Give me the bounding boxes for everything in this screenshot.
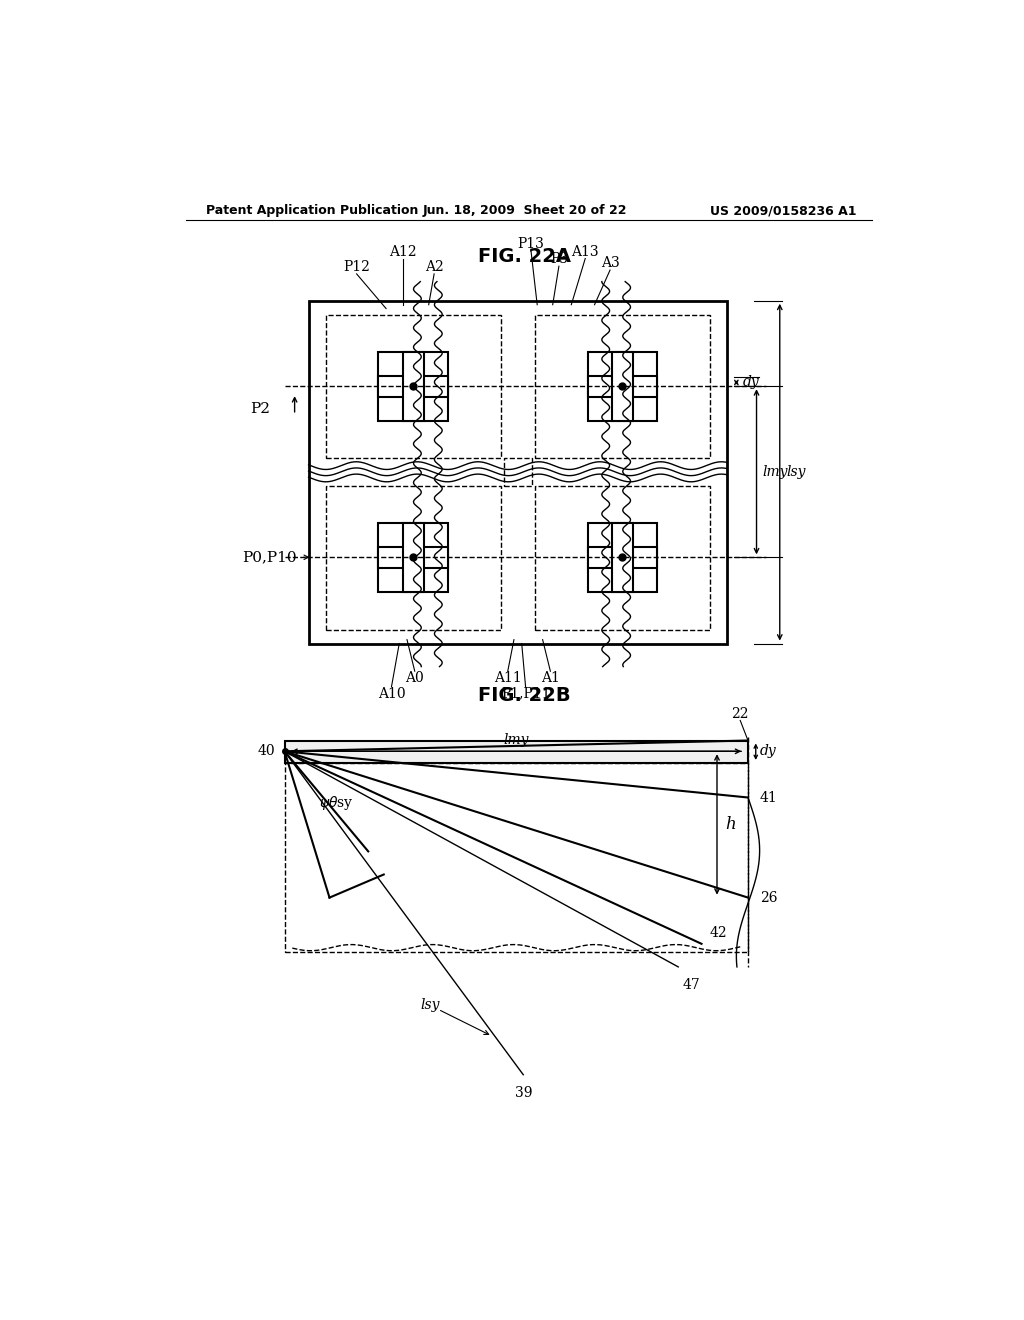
- Bar: [378, 546, 449, 568]
- Text: 42: 42: [710, 925, 727, 940]
- Text: lmy: lmy: [504, 734, 529, 747]
- Text: A13: A13: [571, 244, 599, 259]
- Text: P3: P3: [550, 252, 568, 267]
- Bar: [285, 763, 748, 952]
- Text: dy: dy: [742, 375, 760, 389]
- Text: 41: 41: [760, 791, 777, 804]
- Text: 22: 22: [731, 706, 749, 721]
- Text: h: h: [725, 816, 735, 833]
- Text: $\psi\theta$sy: $\psi\theta$sy: [319, 793, 354, 812]
- Bar: [535, 314, 710, 458]
- Text: P2: P2: [250, 401, 270, 416]
- Bar: [285, 741, 748, 763]
- Bar: [588, 523, 657, 591]
- Text: US 2009/0158236 A1: US 2009/0158236 A1: [710, 205, 856, 218]
- Text: A3: A3: [601, 256, 620, 271]
- Bar: [612, 351, 633, 421]
- Bar: [378, 376, 449, 397]
- Text: 26: 26: [760, 891, 777, 904]
- Text: Jun. 18, 2009  Sheet 20 of 22: Jun. 18, 2009 Sheet 20 of 22: [423, 205, 627, 218]
- Text: A2: A2: [425, 260, 443, 275]
- Text: lmy: lmy: [763, 465, 788, 479]
- Text: 40: 40: [258, 744, 275, 758]
- Bar: [504, 458, 531, 486]
- Bar: [588, 351, 657, 421]
- Bar: [535, 486, 710, 630]
- Text: 39: 39: [514, 1086, 532, 1101]
- Text: A1: A1: [541, 671, 560, 685]
- Text: FIG. 22B: FIG. 22B: [478, 686, 571, 705]
- Bar: [402, 523, 424, 591]
- Bar: [588, 546, 657, 568]
- Text: P13: P13: [517, 236, 545, 251]
- Text: Patent Application Publication: Patent Application Publication: [206, 205, 418, 218]
- Text: P1,P11: P1,P11: [501, 686, 550, 701]
- Text: A12: A12: [389, 244, 417, 259]
- Text: A10: A10: [378, 686, 406, 701]
- Bar: [588, 376, 657, 397]
- Text: P0,P10: P0,P10: [243, 550, 297, 564]
- Text: 47: 47: [682, 978, 699, 993]
- Bar: [308, 301, 727, 644]
- Text: A0: A0: [406, 671, 424, 685]
- Bar: [612, 523, 633, 591]
- Bar: [378, 523, 449, 591]
- Bar: [402, 351, 424, 421]
- Text: FIG. 22A: FIG. 22A: [478, 247, 571, 265]
- Bar: [326, 314, 501, 458]
- Text: dy: dy: [760, 744, 776, 758]
- Text: P12: P12: [343, 260, 370, 275]
- Bar: [378, 351, 449, 421]
- Text: lsy: lsy: [786, 465, 806, 479]
- Text: A11: A11: [494, 671, 521, 685]
- Bar: [326, 486, 501, 630]
- Text: lsy: lsy: [421, 998, 440, 1012]
